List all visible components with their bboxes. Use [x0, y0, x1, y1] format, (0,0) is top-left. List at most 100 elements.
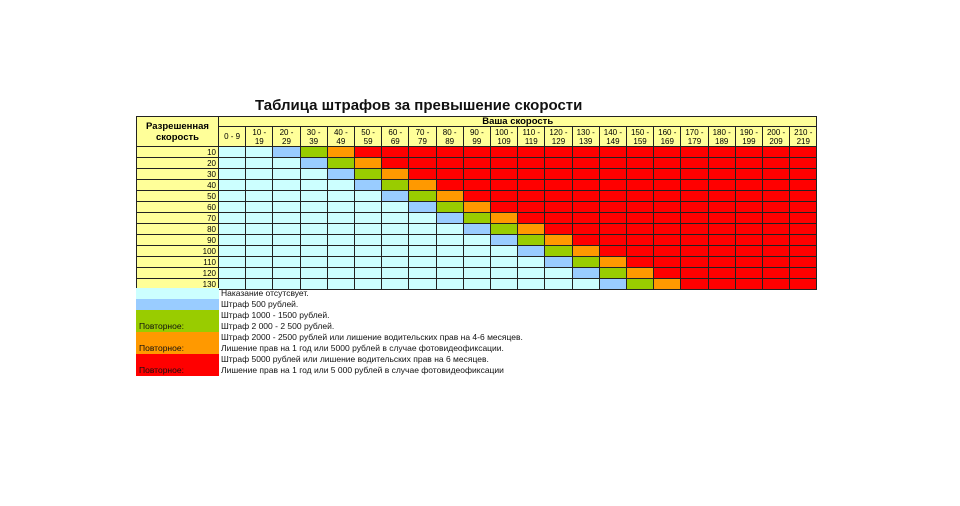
table-cell — [463, 158, 491, 169]
column-header: 60 - 69 — [382, 127, 410, 147]
table-cell — [572, 180, 600, 191]
column-header: 140 - 149 — [599, 127, 627, 147]
legend-swatch-fine500 — [136, 299, 219, 310]
table-cell — [219, 224, 247, 235]
table-cell — [463, 268, 491, 279]
table-cell — [463, 279, 491, 290]
table-cell — [246, 268, 274, 279]
table-cell — [708, 246, 736, 257]
table-cell — [518, 235, 546, 246]
table-cell — [491, 191, 519, 202]
table-cell — [355, 180, 383, 191]
table-cell — [327, 169, 355, 180]
table-cell — [491, 180, 519, 191]
table-cell — [681, 279, 709, 290]
table-cell — [219, 279, 247, 290]
table-cell — [382, 158, 410, 169]
row-label: 120 — [136, 268, 219, 279]
legend-text-fine2000-repeat: Лишение прав на 1 год или 5000 рублей в … — [221, 343, 504, 353]
row-label: 20 — [136, 158, 219, 169]
table-cell — [382, 268, 410, 279]
table-cell — [273, 213, 301, 224]
row-label: 100 — [136, 246, 219, 257]
column-header: 100 - 109 — [491, 127, 519, 147]
table-cell — [327, 158, 355, 169]
table-cell — [382, 147, 410, 158]
table-cell — [735, 246, 763, 257]
legend-row-fine5000-repeat: Повторное: Лишение прав на 1 год или 5 0… — [136, 365, 818, 376]
table-cell — [708, 235, 736, 246]
table-cell — [273, 224, 301, 235]
table-cell — [735, 224, 763, 235]
column-header: 10 - 19 — [246, 127, 274, 147]
row-label: 90 — [136, 235, 219, 246]
table-cell — [273, 147, 301, 158]
table-cell — [627, 180, 655, 191]
table-cell — [246, 169, 274, 180]
table-cell — [790, 180, 818, 191]
table-cell — [572, 191, 600, 202]
table-cell — [409, 169, 437, 180]
legend-text-fine2000: Штраф 2000 - 2500 рублей или лишение вод… — [221, 332, 523, 342]
column-header: 30 - 39 — [300, 127, 328, 147]
table-cell — [763, 169, 791, 180]
table-cell — [355, 257, 383, 268]
table-cell — [436, 235, 464, 246]
table-cell — [572, 169, 600, 180]
table-cell — [708, 158, 736, 169]
column-header: 210 - 219 — [790, 127, 818, 147]
table-cell — [681, 257, 709, 268]
table-cell — [300, 246, 328, 257]
allowed-speed-header: Разрешенная скорость — [136, 116, 219, 147]
table-cell — [300, 257, 328, 268]
table-cell — [409, 279, 437, 290]
table-cell — [355, 147, 383, 158]
table-cell — [463, 246, 491, 257]
table-cell — [735, 202, 763, 213]
table-cell — [518, 191, 546, 202]
table-cell — [545, 257, 573, 268]
table-cell — [491, 246, 519, 257]
table-cell — [246, 257, 274, 268]
table-cell — [545, 213, 573, 224]
table-cell — [763, 279, 791, 290]
table-cell — [219, 147, 247, 158]
table-cell — [654, 224, 682, 235]
table-cell — [572, 224, 600, 235]
table-cell — [382, 213, 410, 224]
table-cell — [273, 158, 301, 169]
table-cell — [273, 268, 301, 279]
table-cell — [681, 191, 709, 202]
table-cell — [355, 224, 383, 235]
table-cell — [327, 147, 355, 158]
table-cell — [572, 268, 600, 279]
table-cell — [219, 158, 247, 169]
column-header: 200 - 209 — [763, 127, 791, 147]
legend-swatch-fine2000 — [136, 332, 219, 343]
table-cell — [735, 180, 763, 191]
table-cell — [327, 246, 355, 257]
table-cell — [463, 169, 491, 180]
table-cell — [681, 169, 709, 180]
table-cell — [763, 191, 791, 202]
table-cell — [518, 169, 546, 180]
row-label: 70 — [136, 213, 219, 224]
table-cell — [463, 180, 491, 191]
table-cell — [518, 246, 546, 257]
table-cell — [735, 235, 763, 246]
column-header: 80 - 89 — [436, 127, 464, 147]
table-cell — [627, 268, 655, 279]
table-cell — [654, 158, 682, 169]
table-cell — [409, 224, 437, 235]
table-cell — [382, 235, 410, 246]
table-cell — [246, 202, 274, 213]
legend-swatch-fine1000 — [136, 310, 219, 321]
table-cell — [273, 257, 301, 268]
legend-swatch-fine5000 — [136, 354, 219, 365]
row-label: 40 — [136, 180, 219, 191]
table-cell — [409, 158, 437, 169]
your-speed-header: Ваша скорость — [219, 116, 818, 127]
table-cell — [436, 224, 464, 235]
table-cell — [735, 268, 763, 279]
table-cell — [246, 191, 274, 202]
